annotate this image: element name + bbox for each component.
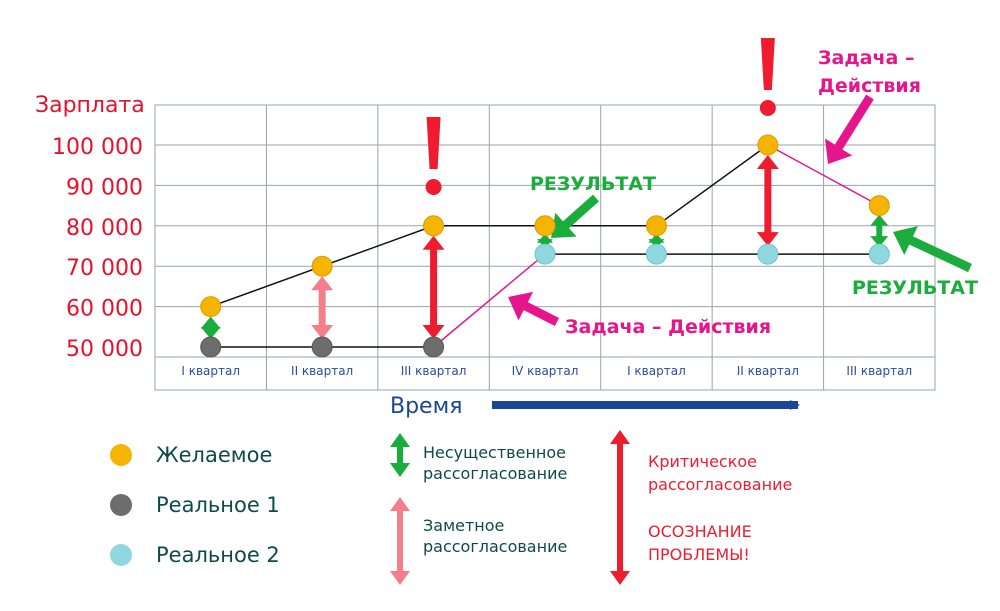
- legend-critical-label-1: Критическое: [648, 452, 757, 471]
- discrepancy-arrow-critical: [422, 235, 445, 339]
- data-points: [200, 134, 890, 358]
- result-pointer-arrow: [551, 194, 599, 238]
- point-real2: [868, 243, 890, 265]
- legend-minor-arrow: [390, 433, 410, 477]
- point-real2: [645, 243, 667, 265]
- point-real1: [200, 336, 222, 358]
- desired-line-segment: [767, 144, 880, 207]
- legend-minor-label-2: рассогласование: [423, 464, 567, 483]
- y-axis-label: Зарплата: [35, 93, 145, 118]
- transition-line: [433, 253, 546, 348]
- point-desired: [423, 215, 445, 237]
- exclamation-dot: [425, 179, 442, 195]
- legend-awareness-label-1: ОСОЗНАНИЕ: [648, 522, 752, 541]
- legend-real1-label: Реальное 1: [156, 493, 280, 517]
- legend-notable-label-2: рассогласование: [423, 537, 567, 556]
- x-tick-label: II квартал: [737, 364, 799, 378]
- legend-minor-label-1: Несущественное: [423, 443, 566, 462]
- legend-real2-marker: [110, 544, 132, 566]
- legend-critical-label-2: рассогласование: [648, 475, 792, 494]
- result-pointer-arrow: [893, 225, 972, 273]
- point-real2: [757, 243, 779, 265]
- point-desired: [311, 255, 333, 277]
- discrepancy-arrows: [200, 38, 972, 339]
- point-desired: [534, 215, 556, 237]
- legend-desired-marker: [110, 444, 132, 466]
- legend: Желаемое Реальное 1 Реальное 2 Несуществ…: [110, 430, 792, 585]
- point-desired: [868, 195, 890, 217]
- discrepancy-arrow-minor: [648, 233, 665, 249]
- legend-desired-label: Желаемое: [156, 443, 272, 467]
- legend-notable-label-1: Заметное: [423, 516, 504, 535]
- point-real2: [534, 243, 556, 265]
- y-tick-label: 50 000: [66, 337, 143, 362]
- x-tick-label: IV квартал: [512, 364, 579, 378]
- y-tick-label: 60 000: [66, 297, 143, 322]
- legend-real2-label: Реальное 2: [156, 543, 280, 567]
- x-tick-label: II квартал: [291, 364, 353, 378]
- discrepancy-arrow-critical: [756, 155, 779, 247]
- grid: 50 000 60 000 70 000 80 000 90 000 100 000 I к…: [52, 104, 936, 391]
- point-desired: [200, 296, 222, 318]
- x-tick-label: III квартал: [846, 364, 912, 378]
- legend-real1-marker: [110, 494, 132, 516]
- task-action-pointer-arrow: [508, 291, 560, 327]
- legend-awareness-label-2: ПРОБЛЕМЫ!: [648, 545, 750, 564]
- result-annotation-1: РЕЗУЛЬТАТ: [530, 173, 656, 195]
- x-axis-label: Время: [390, 394, 462, 419]
- point-real1: [311, 336, 333, 358]
- result-annotation-2: РЕЗУЛЬТАТ: [852, 277, 978, 299]
- exclamation-dot: [759, 100, 776, 116]
- task-action-annotation-2a: Задача –: [818, 47, 914, 69]
- discrepancy-arrow-minor: [870, 214, 889, 248]
- legend-notable-arrow: [390, 497, 410, 585]
- y-tick-label: 100 000: [52, 135, 143, 160]
- chart-text: Зарплата Время РЕЗУЛЬТАТ РЕЗУЛЬТАТ Задач…: [35, 47, 978, 419]
- x-tick-label: I квартал: [627, 364, 686, 378]
- point-desired: [757, 134, 779, 156]
- point-desired: [645, 215, 667, 237]
- task-action-annotation-1: Задача – Действия: [565, 316, 771, 338]
- legend-critical-arrow: [610, 430, 630, 585]
- discrepancy-arrow-notable: [311, 276, 334, 339]
- discrepancy-arrow-minor: [537, 233, 553, 249]
- x-tick-label: III квартал: [401, 364, 467, 378]
- series-lines: [210, 144, 880, 348]
- point-real1: [423, 336, 445, 358]
- task-action-pointer-arrow: [825, 94, 874, 164]
- task-action-annotation-2b: Действия: [818, 75, 921, 97]
- discrepancy-arrow-minor: [200, 316, 221, 339]
- desired-line: [210, 144, 769, 308]
- y-tick-label: 70 000: [66, 256, 143, 281]
- exclamation-bar: [760, 38, 775, 90]
- y-tick-label: 80 000: [66, 216, 143, 241]
- x-tick-label: I квартал: [181, 364, 240, 378]
- y-tick-label: 90 000: [66, 175, 143, 200]
- exclamation-bar: [426, 117, 441, 169]
